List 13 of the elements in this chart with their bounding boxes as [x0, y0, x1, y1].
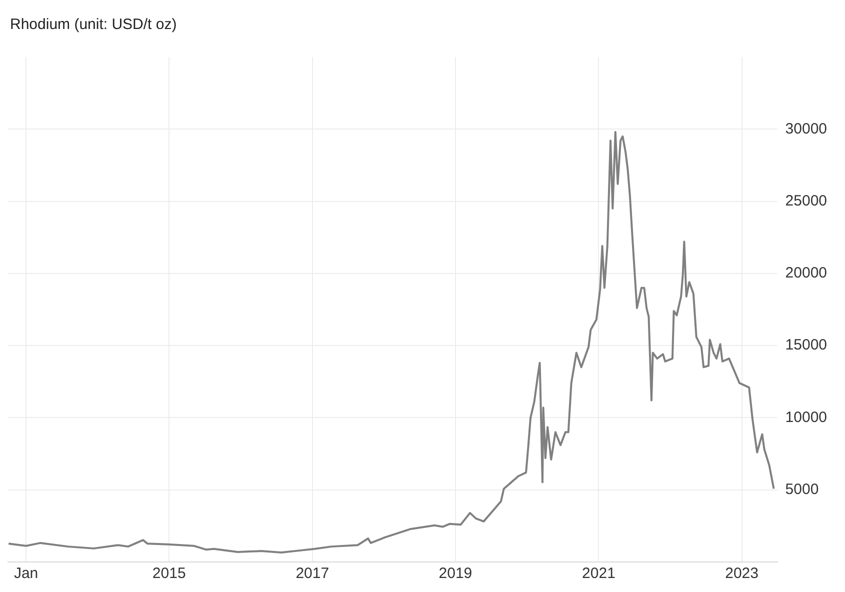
y-tick-label: 15000: [785, 336, 828, 354]
y-tick-label: 5000: [785, 481, 819, 498]
y-tick-label: 10000: [785, 408, 828, 426]
x-tick-label: 2019: [438, 565, 472, 582]
y-tick-label: 25000: [785, 192, 828, 210]
x-tick-label: 2017: [296, 565, 330, 582]
x-tick-label: 2021: [582, 565, 616, 582]
y-tick-label: 20000: [785, 264, 828, 282]
y-tick-label: 30000: [785, 120, 828, 138]
x-tick-label: 2015: [152, 565, 186, 582]
chart-title: Rhodium (unit: USD/t oz): [10, 16, 177, 33]
x-tick-label: Jan: [14, 565, 38, 582]
x-tick-label: 2023: [725, 565, 758, 582]
